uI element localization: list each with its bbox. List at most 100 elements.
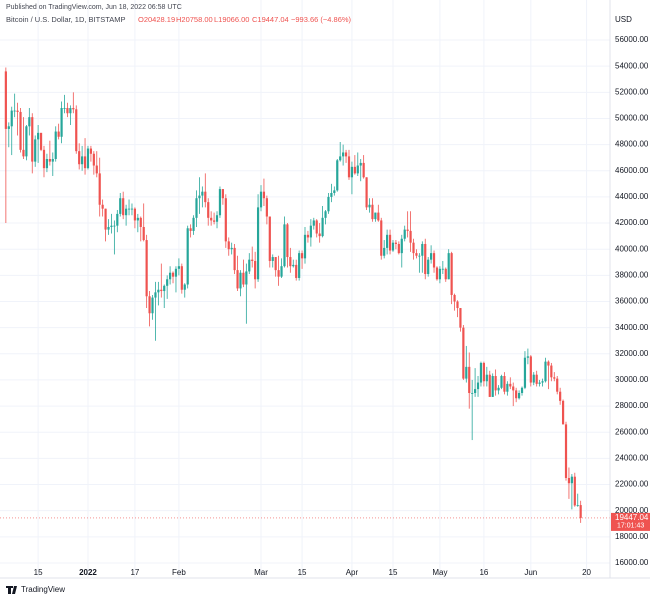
candle-body	[529, 356, 532, 383]
candle-body	[347, 156, 351, 178]
candle-body	[230, 247, 233, 250]
candle-body	[412, 242, 415, 254]
candle-body	[207, 202, 210, 218]
candle-body	[468, 366, 471, 394]
candle-body	[48, 158, 51, 162]
candle-body	[212, 220, 216, 222]
candle-body	[224, 198, 227, 242]
candle-body	[160, 289, 163, 292]
y-tick-label: 24000.00	[615, 453, 649, 462]
candle-body	[344, 152, 348, 157]
candle-body	[353, 166, 356, 174]
candle-body	[72, 108, 75, 110]
candle-body	[221, 189, 224, 199]
header-open: O20428.19	[138, 15, 175, 24]
candle-body	[92, 153, 95, 166]
countdown: 17:01:43	[617, 523, 644, 530]
candle-body	[330, 192, 333, 197]
candle-body	[39, 132, 43, 150]
y-tick-label: 16000.00	[615, 558, 649, 567]
candle-body	[321, 217, 324, 237]
candle-body	[494, 376, 497, 391]
x-tick-label: Feb	[172, 568, 186, 577]
candle-body	[441, 268, 444, 270]
candle-body	[171, 272, 175, 277]
x-tick-label: Mar	[254, 568, 268, 577]
candles	[4, 67, 582, 523]
logo-text: TradingView	[21, 585, 65, 594]
y-tick-label: 52000.00	[615, 87, 649, 96]
candle-body	[13, 110, 16, 112]
candle-body	[394, 242, 398, 244]
candle-body	[488, 374, 491, 397]
candle-body	[509, 383, 512, 387]
candle-body	[473, 389, 477, 394]
candle-body	[415, 253, 418, 256]
candle-body	[547, 361, 550, 366]
x-tick-label: Apr	[346, 568, 359, 577]
candle-body	[532, 374, 535, 383]
candle-body	[444, 268, 447, 280]
candle-body	[98, 173, 101, 205]
candle-body	[485, 374, 488, 382]
candle-body	[262, 191, 266, 199]
candle-body	[166, 279, 169, 286]
candle-body	[259, 191, 263, 208]
candle-body	[424, 243, 427, 275]
candle-body	[142, 226, 145, 241]
candle-body	[198, 195, 201, 199]
candle-body	[274, 257, 277, 271]
candle-body	[28, 117, 31, 127]
candle-body	[60, 108, 63, 137]
candle-body	[432, 253, 436, 268]
candle-body	[151, 297, 154, 314]
y-tick-label: 22000.00	[615, 480, 649, 489]
candle-body	[245, 271, 248, 285]
candle-body	[453, 294, 456, 302]
candle-body	[54, 131, 57, 159]
candle-body	[218, 189, 222, 216]
candle-body	[113, 225, 116, 227]
candle-body	[95, 165, 98, 174]
candle-body	[462, 327, 465, 379]
header-high: H20758.00	[176, 15, 213, 24]
candle-body	[438, 268, 442, 280]
candle-body	[69, 108, 72, 114]
y-tick-label: 48000.00	[615, 140, 649, 149]
candle-body	[78, 151, 81, 165]
candle-body	[254, 260, 257, 280]
candle-body	[157, 289, 160, 293]
symbol: Bitcoin / U.S. Dollar, 1D, BITSTAMP	[6, 15, 125, 24]
candle-body	[365, 177, 368, 208]
candle-body	[265, 198, 268, 217]
candle-body	[312, 220, 315, 226]
candle-body	[526, 356, 529, 358]
last-price-box	[611, 512, 650, 531]
candle-body	[418, 255, 421, 257]
candle-body	[186, 228, 189, 285]
candle-body	[122, 198, 125, 216]
candle-body	[553, 377, 556, 379]
candle-body	[127, 208, 131, 210]
y-tick-label: 56000.00	[615, 35, 649, 44]
y-tick-label: 34000.00	[615, 323, 649, 332]
candle-body	[57, 131, 60, 137]
candle-body	[277, 270, 280, 277]
x-tick-label: 2022	[79, 568, 97, 577]
candle-body	[37, 132, 40, 140]
candle-body	[391, 242, 395, 251]
x-tick-label: 15	[298, 568, 307, 577]
candle-body	[268, 216, 271, 261]
candle-body	[403, 229, 406, 239]
candle-body	[497, 387, 500, 391]
candle-body	[309, 225, 312, 238]
candle-body	[174, 268, 178, 277]
candle-body	[515, 390, 518, 399]
y-tick-label: 38000.00	[615, 270, 649, 279]
y-tick-label: 32000.00	[615, 349, 649, 358]
candle-body	[289, 257, 292, 267]
candle-body	[579, 505, 582, 518]
candle-body	[242, 272, 245, 285]
candle-body	[512, 386, 515, 391]
x-tick-label: 15	[34, 568, 43, 577]
